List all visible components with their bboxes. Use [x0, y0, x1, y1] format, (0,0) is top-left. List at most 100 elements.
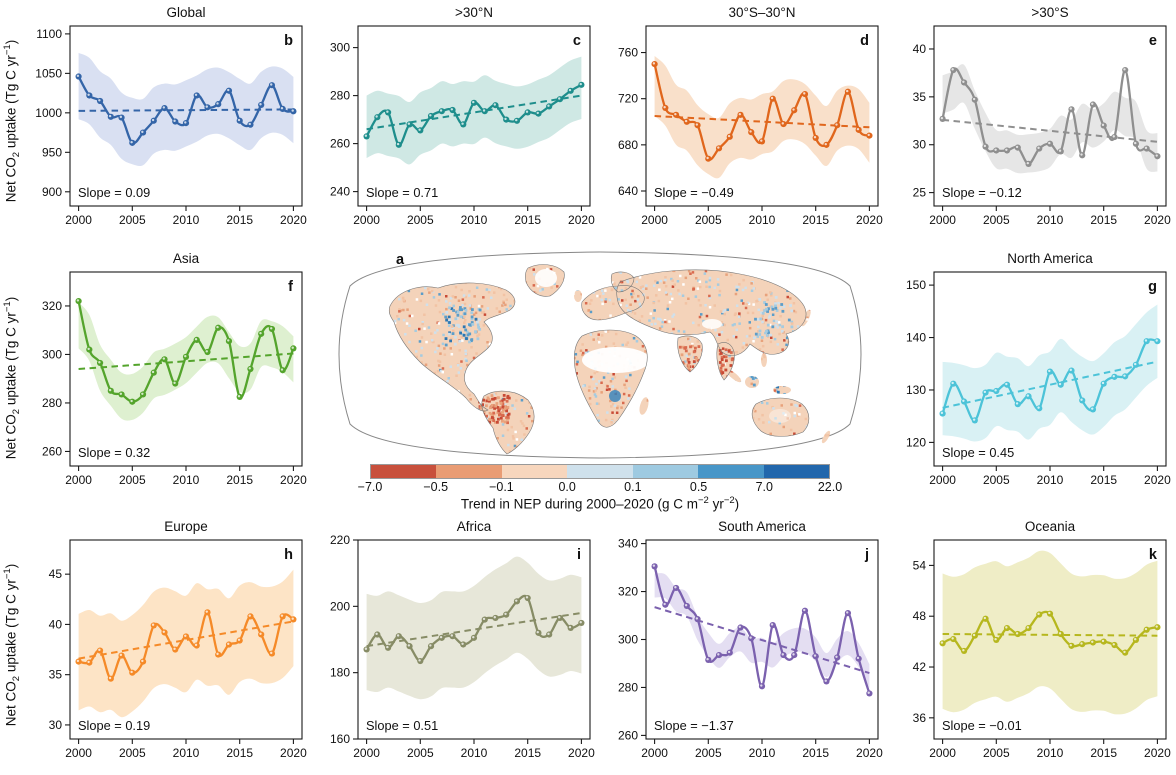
- svg-text:1100: 1100: [36, 27, 62, 41]
- colorbar-segment: [501, 465, 568, 478]
- x-axis: 2000 2005 2010 2015 2020: [929, 739, 1171, 760]
- confidence-band: [942, 64, 1158, 174]
- svg-text:2005: 2005: [695, 746, 722, 760]
- x-axis: 2000 2005 2010 2015 2020: [929, 466, 1171, 487]
- data-points: [651, 60, 873, 162]
- x-axis: 2000 2005 2010 2015 2020: [65, 206, 307, 227]
- svg-text:2000: 2000: [353, 746, 380, 760]
- panel-title: South America: [718, 519, 806, 534]
- slope-label: Slope = −0.49: [654, 185, 734, 200]
- svg-text:2020: 2020: [568, 213, 595, 227]
- svg-text:30: 30: [49, 718, 63, 732]
- panel-letter: c: [573, 33, 581, 49]
- svg-text:320: 320: [618, 585, 638, 599]
- svg-text:300: 300: [42, 347, 62, 361]
- colorbar-segment: [436, 465, 502, 478]
- svg-text:35: 35: [913, 90, 927, 104]
- svg-text:2000: 2000: [65, 746, 92, 760]
- svg-text:2000: 2000: [929, 213, 956, 227]
- y-axis: 120 130 140 150: [906, 278, 934, 449]
- panel-title: Global: [166, 5, 205, 20]
- confidence-band: [654, 573, 870, 689]
- y-axis-label: Net CO2 uptake (Tg C yr−1): [1, 563, 23, 726]
- slope-label: Slope = 0.51: [366, 718, 438, 733]
- y-axis-label: Net CO2 uptake (Tg C yr−1): [1, 39, 23, 203]
- svg-text:2000: 2000: [353, 213, 380, 227]
- trend-line: [942, 118, 1158, 143]
- svg-text:2005: 2005: [695, 213, 722, 227]
- svg-text:300: 300: [618, 633, 638, 647]
- svg-text:2010: 2010: [749, 746, 776, 760]
- panel-title: >30°N: [455, 5, 493, 20]
- slope-label: Slope = 0.09: [78, 185, 150, 200]
- data-line: [653, 565, 871, 695]
- svg-text:2010: 2010: [173, 473, 200, 487]
- svg-text:2010: 2010: [1037, 473, 1064, 487]
- svg-text:220: 220: [330, 533, 350, 547]
- svg-text:120: 120: [906, 435, 926, 449]
- slope-label: Slope = −0.12: [942, 185, 1022, 200]
- chart-south-america: 260 280 300 320 340 2000 2005 2010 2015 2020 South…: [618, 519, 883, 760]
- svg-text:2015: 2015: [1090, 213, 1117, 227]
- svg-text:320: 320: [42, 299, 62, 313]
- chart-gt30s: 25 30 35 40 2000 2005 2010 2015 2020 >30°S e Slope …: [913, 5, 1171, 227]
- svg-text:2010: 2010: [749, 213, 776, 227]
- map-coastlines: [388, 264, 810, 455]
- svg-text:2010: 2010: [1037, 213, 1064, 227]
- svg-text:2020: 2020: [856, 213, 883, 227]
- svg-text:200: 200: [330, 599, 350, 613]
- svg-text:150: 150: [906, 278, 926, 292]
- svg-text:340: 340: [618, 537, 638, 551]
- svg-text:35: 35: [49, 668, 63, 682]
- svg-text:2020: 2020: [1144, 746, 1171, 760]
- confidence-band: [78, 302, 294, 421]
- svg-text:2020: 2020: [1144, 213, 1171, 227]
- svg-text:2000: 2000: [929, 473, 956, 487]
- panel-letter: f: [288, 279, 293, 295]
- svg-text:2010: 2010: [461, 746, 488, 760]
- svg-text:2015: 2015: [226, 473, 253, 487]
- svg-text:300: 300: [330, 41, 350, 55]
- colorbar-tick: −0.1: [489, 480, 514, 494]
- svg-text:2010: 2010: [1037, 746, 1064, 760]
- svg-text:2020: 2020: [280, 473, 307, 487]
- trend-line: [654, 606, 870, 675]
- svg-text:240: 240: [330, 185, 350, 199]
- confidence-band: [366, 56, 582, 165]
- svg-text:1000: 1000: [35, 106, 62, 120]
- panel-letter: a: [396, 252, 405, 268]
- svg-text:2005: 2005: [407, 213, 434, 227]
- svg-text:160: 160: [330, 732, 350, 746]
- trend-line: [366, 611, 582, 648]
- chart-africa: 160 180 200 220 2000 2005 2010 2015 2020 Africa i S…: [330, 519, 595, 760]
- svg-text:2015: 2015: [1090, 746, 1117, 760]
- svg-text:2020: 2020: [1144, 473, 1171, 487]
- svg-text:280: 280: [42, 396, 62, 410]
- x-axis: 2000 2005 2010 2015 2020: [641, 206, 883, 227]
- svg-text:900: 900: [42, 185, 62, 199]
- y-axis: 260 280 300 320 340: [618, 537, 646, 742]
- svg-text:2010: 2010: [173, 213, 200, 227]
- y-axis: 25 30 35 40: [913, 42, 934, 200]
- svg-text:130: 130: [906, 383, 926, 397]
- colorbar-ticks: −7.0 −0.5 −0.1 0.0 0.1 0.5 7.0 22.0: [358, 479, 843, 494]
- svg-text:180: 180: [330, 666, 350, 680]
- panel-title: 30°S–30°N: [728, 5, 795, 20]
- svg-text:45: 45: [49, 567, 63, 581]
- svg-text:2005: 2005: [119, 213, 146, 227]
- svg-text:25: 25: [913, 186, 927, 200]
- panel-letter: j: [864, 547, 869, 563]
- svg-text:40: 40: [49, 617, 63, 631]
- svg-text:2015: 2015: [514, 746, 541, 760]
- confidence-band: [78, 52, 294, 166]
- x-axis: 2000 2005 2010 2015 2020: [65, 739, 307, 760]
- panel-title: >30°S: [1031, 5, 1068, 20]
- svg-text:2005: 2005: [983, 746, 1010, 760]
- slope-label: Slope = −0.01: [942, 718, 1022, 733]
- data-points: [75, 73, 297, 146]
- trend-line: [366, 94, 582, 131]
- data-points: [363, 81, 585, 148]
- svg-text:2000: 2000: [641, 746, 668, 760]
- x-axis: 2000 2005 2010 2015 2020: [929, 206, 1171, 227]
- svg-text:42: 42: [913, 660, 927, 674]
